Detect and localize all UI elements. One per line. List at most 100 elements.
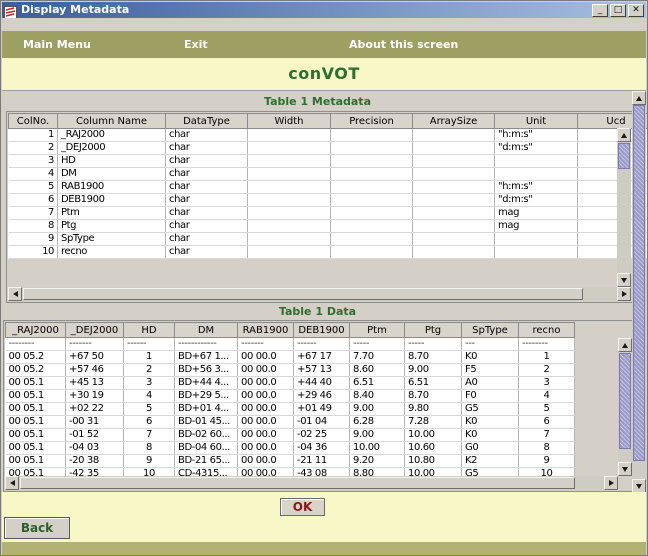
- table-row[interactable]: 1_RAJ2000char"h:m:s": [9, 129, 648, 142]
- table-row[interactable]: 00 05.1+30 194BD+29 5...00 00.0+29 468.4…: [6, 390, 575, 403]
- table-cell: 00 05.2: [6, 364, 66, 377]
- meta-header-colno[interactable]: ColNo.: [9, 114, 58, 129]
- back-button[interactable]: Back: [4, 517, 70, 539]
- table-cell: -02 25: [294, 429, 350, 442]
- data-header-ptm[interactable]: Ptm: [350, 323, 405, 338]
- table-cell: char: [166, 181, 248, 194]
- table-cell: 7.28: [405, 416, 462, 429]
- table-cell: -01 04: [294, 416, 350, 429]
- data-vscrollbar[interactable]: [618, 338, 632, 476]
- meta-vscrollbar[interactable]: [617, 128, 631, 287]
- data-hscrollbar[interactable]: [5, 476, 618, 490]
- table-row[interactable]: 00 05.1+45 133BD+44 4...00 00.0+44 406.5…: [6, 377, 575, 390]
- table-row[interactable]: 10recnochar: [9, 246, 648, 259]
- table-row[interactable]: 00 05.1-04 038BD-04 60...00 00.0-04 3610…: [6, 442, 575, 455]
- window-title: Display Metadata: [21, 2, 129, 18]
- table-row[interactable]: 00 05.2+67 501BD+67 1...00 00.0+67 177.7…: [6, 351, 575, 364]
- table-cell: 9: [519, 455, 575, 468]
- ok-button[interactable]: OK: [280, 498, 325, 516]
- data-vscroll-thumb[interactable]: [619, 353, 631, 449]
- table-row[interactable]: 00 05.1-00 316BD-01 45...00 00.0-01 046.…: [6, 416, 575, 429]
- table-row[interactable]: 3HDchar: [9, 155, 648, 168]
- outer-vscroll-up-button[interactable]: [632, 91, 646, 105]
- table-cell: 00 00.0: [238, 351, 294, 364]
- data-header-hd[interactable]: HD: [124, 323, 175, 338]
- meta-header-datatype[interactable]: DataType: [166, 114, 248, 129]
- meta-hscroll-left-button[interactable]: [8, 287, 22, 301]
- data-hscroll-thumb[interactable]: [20, 477, 575, 489]
- table-cell: char: [166, 246, 248, 259]
- data-hscroll-right-button[interactable]: [604, 476, 618, 490]
- data-header-sptype[interactable]: SpType: [462, 323, 519, 338]
- table-cell: K0: [462, 429, 519, 442]
- meta-header-width[interactable]: Width: [248, 114, 331, 129]
- table-cell: Ptg: [58, 220, 166, 233]
- data-header-ptg[interactable]: Ptg: [405, 323, 462, 338]
- table-row[interactable]: 7Ptmcharmag: [9, 207, 648, 220]
- table-row[interactable]: 8Ptgcharmag: [9, 220, 648, 233]
- data-header-raj2000[interactable]: _RAJ2000: [6, 323, 66, 338]
- table-cell: BD-04 60...: [175, 442, 238, 455]
- outer-vscroll-thumb[interactable]: [633, 105, 645, 461]
- data-header-dej2000[interactable]: _DEJ2000: [66, 323, 124, 338]
- table-cell: BD-02 60...: [175, 429, 238, 442]
- meta-hscroll-right-button[interactable]: [617, 287, 631, 301]
- metadata-table: ColNo.Column NameDataTypeWidthPrecisionA…: [8, 113, 648, 259]
- meta-vscroll-thumb[interactable]: [618, 143, 630, 169]
- meta-header-columnname[interactable]: Column Name: [58, 114, 166, 129]
- table-cell: 4: [9, 168, 58, 181]
- table-cell: [248, 181, 331, 194]
- table-row[interactable]: 2_DEJ2000char"d:m:s": [9, 142, 648, 155]
- table-row[interactable]: 00 05.1-01 527BD-02 60...00 00.0-02 259.…: [6, 429, 575, 442]
- meta-header-precision[interactable]: Precision: [331, 114, 413, 129]
- table-row[interactable]: 5RAB1900char"h:m:s": [9, 181, 648, 194]
- meta-hscrollbar[interactable]: [8, 287, 631, 301]
- table-cell: [413, 181, 495, 194]
- table-cell: [495, 168, 578, 181]
- table-row[interactable]: 00 05.1-20 389BD-21 65...00 00.0-21 119.…: [6, 455, 575, 468]
- table-cell: 6: [124, 416, 175, 429]
- data-header-deb1900[interactable]: DEB1900: [294, 323, 350, 338]
- table-cell: -------: [238, 338, 294, 351]
- data-hscroll-left-button[interactable]: [5, 476, 19, 490]
- outer-vscrollbar[interactable]: [632, 91, 646, 493]
- table-cell: +57 46: [66, 364, 124, 377]
- table-cell: recno: [58, 246, 166, 259]
- data-header-rab1900[interactable]: RAB1900: [238, 323, 294, 338]
- table-cell: _DEJ2000: [58, 142, 166, 155]
- maximize-button[interactable]: □: [610, 4, 626, 17]
- meta-header-unit[interactable]: Unit: [495, 114, 578, 129]
- meta-hscroll-thumb[interactable]: [23, 288, 583, 300]
- meta-vscroll-down-button[interactable]: [617, 273, 631, 287]
- page-title: conVOT: [288, 64, 359, 83]
- table-cell: 00 05.2: [6, 351, 66, 364]
- table-row[interactable]: 9SpTypechar: [9, 233, 648, 246]
- table-row[interactable]: 00 05.1+02 225BD+01 4...00 00.0+01 499.0…: [6, 403, 575, 416]
- table-cell: char: [166, 168, 248, 181]
- table-cell: 8.40: [350, 390, 405, 403]
- data-header-recno[interactable]: recno: [519, 323, 575, 338]
- menu-item-main-menu[interactable]: Main Menu: [23, 38, 91, 51]
- table-cell: BD+56 3...: [175, 364, 238, 377]
- table-cell: 00 00.0: [238, 403, 294, 416]
- minimize-button[interactable]: _: [592, 4, 608, 17]
- menu-item-exit[interactable]: Exit: [184, 38, 208, 51]
- data-vscroll-up-button[interactable]: [618, 338, 632, 352]
- table-row[interactable]: 00 05.2+57 462BD+56 3...00 00.0+57 138.6…: [6, 364, 575, 377]
- table-row[interactable]: ----------------------------------------…: [6, 338, 575, 351]
- table-cell: 6: [519, 416, 575, 429]
- data-vscroll-down-button[interactable]: [618, 462, 632, 476]
- outer-vscroll-down-button[interactable]: [632, 479, 646, 493]
- menu-item-about-this-screen[interactable]: About this screen: [349, 38, 458, 51]
- table-cell: [248, 220, 331, 233]
- table-row[interactable]: 4DMchar: [9, 168, 648, 181]
- data-header-dm[interactable]: DM: [175, 323, 238, 338]
- table-cell: 9.80: [405, 403, 462, 416]
- table-cell: --------: [519, 338, 575, 351]
- display-metadata-window: Display Metadata _ □ ✕ Main Menu Exit Ab…: [0, 0, 648, 556]
- meta-header-arraysize[interactable]: ArraySize: [413, 114, 495, 129]
- table-row[interactable]: 6DEB1900char"d:m:s": [9, 194, 648, 207]
- table-cell: 6.28: [350, 416, 405, 429]
- close-button[interactable]: ✕: [628, 4, 644, 17]
- meta-vscroll-up-button[interactable]: [617, 128, 631, 142]
